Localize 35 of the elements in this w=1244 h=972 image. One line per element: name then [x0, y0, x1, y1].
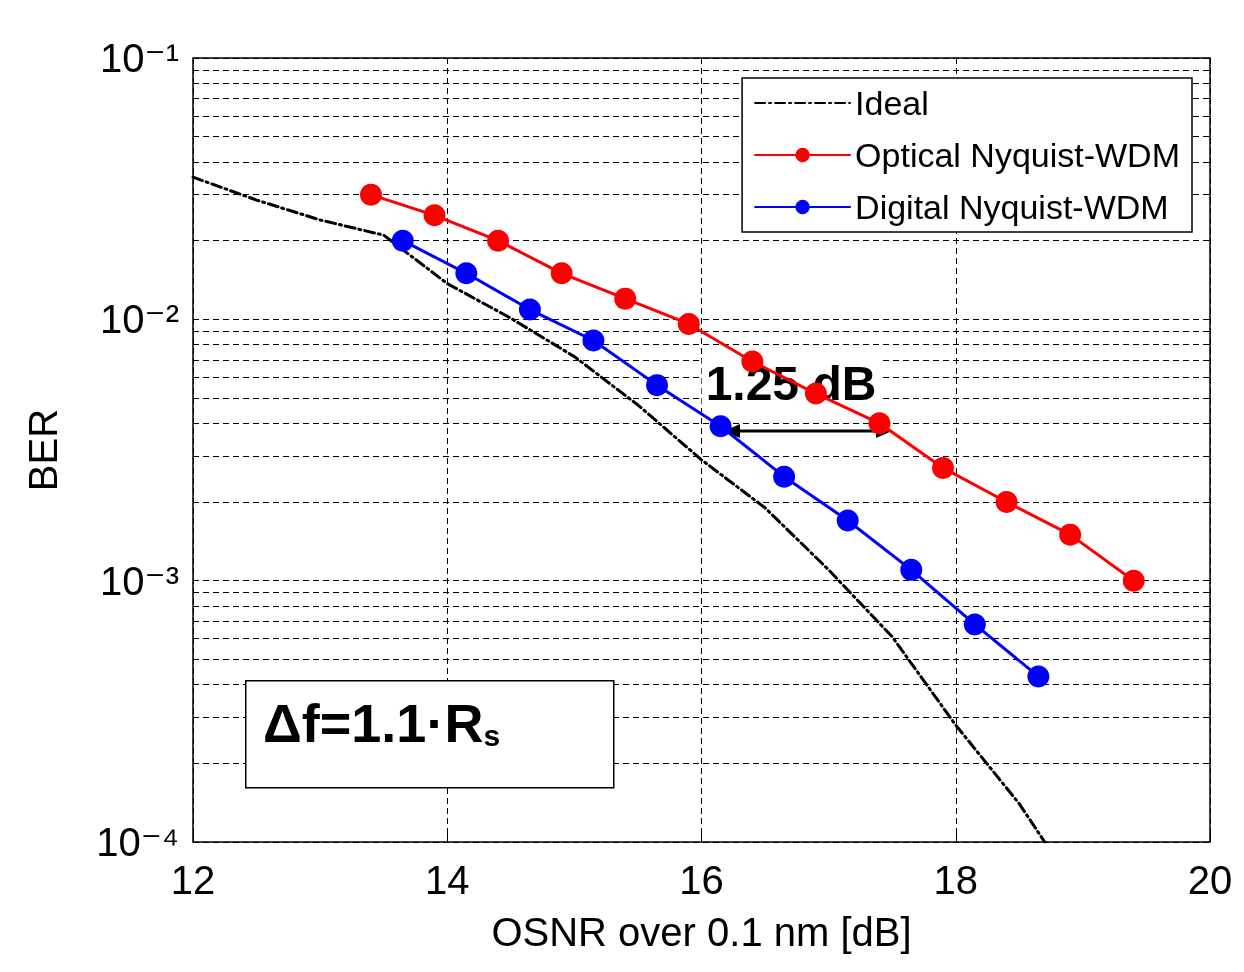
point — [646, 374, 669, 397]
x-axis-title: OSNR over 0.1 nm [dB] — [491, 910, 912, 954]
x-tick-label: 18 — [933, 858, 978, 902]
y-tick-label: 10⁻¹ — [100, 36, 179, 80]
point — [1122, 569, 1145, 592]
y-axis-title: BER — [21, 408, 65, 492]
point — [423, 204, 446, 227]
point — [582, 329, 605, 352]
point — [900, 558, 923, 581]
point — [391, 229, 414, 252]
point — [773, 465, 796, 488]
point — [932, 456, 955, 479]
legend-label: Digital Nyquist-WDM — [855, 188, 1169, 226]
point — [360, 183, 382, 206]
x-tick-label: 20 — [1187, 858, 1233, 902]
x-tick-label: 16 — [679, 858, 724, 902]
legend-label: Optical Nyquist-WDM — [855, 136, 1181, 174]
y-tick-label: 10⁻³ — [100, 558, 179, 603]
point — [1027, 665, 1050, 688]
y-tick-label: 10⁻² — [100, 297, 179, 342]
point — [614, 287, 637, 310]
point — [487, 229, 510, 252]
annotation: Δf=1.1·Rs — [263, 693, 501, 753]
point — [995, 491, 1018, 513]
point — [868, 412, 891, 435]
point — [709, 415, 732, 438]
point — [677, 312, 700, 335]
point — [1059, 523, 1082, 546]
point — [836, 509, 859, 532]
x-tick-label: 14 — [425, 858, 470, 902]
point — [550, 262, 573, 285]
point — [963, 613, 986, 636]
point — [518, 298, 541, 321]
legend-label: Ideal — [855, 84, 929, 122]
point — [455, 262, 478, 285]
